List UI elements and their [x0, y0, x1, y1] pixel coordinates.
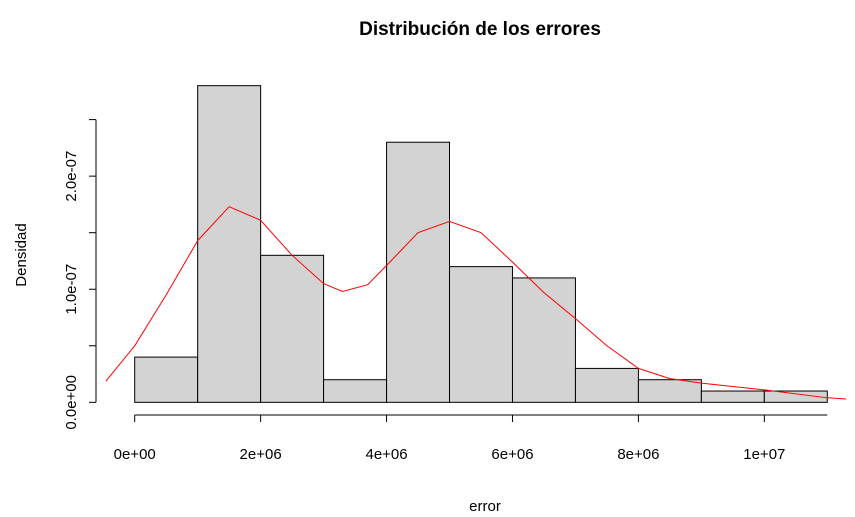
x-tick-label: 1e+07	[743, 446, 785, 463]
density-line	[105, 206, 847, 400]
histogram-bar	[763, 390, 828, 403]
y-tick-label: 1.0e-07	[63, 264, 80, 315]
histogram-bar	[574, 367, 639, 403]
y-axis-label: Densidad	[13, 223, 30, 286]
chart-title: Distribución de los errores	[359, 19, 601, 40]
x-tick-label: 0e+00	[114, 446, 156, 463]
y-tick-label: 2.0e-07	[63, 151, 80, 202]
histogram-bar	[637, 379, 702, 403]
histogram-bar	[700, 390, 765, 403]
x-tick-label: 2e+06	[240, 446, 282, 463]
histogram-bar	[134, 356, 199, 403]
histogram-bar	[511, 277, 576, 403]
x-tick-label: 8e+06	[617, 446, 659, 463]
x-tick-label: 6e+06	[491, 446, 533, 463]
y-tick-label: 0.0e+00	[63, 375, 80, 430]
histogram-bar	[386, 141, 451, 403]
histogram-bar	[197, 85, 262, 403]
x-axis-label: error	[469, 498, 501, 515]
histogram-bar	[449, 266, 513, 403]
histogram-bar	[260, 254, 325, 403]
x-tick-label: 4e+06	[365, 446, 407, 463]
histogram-bar	[323, 379, 388, 403]
